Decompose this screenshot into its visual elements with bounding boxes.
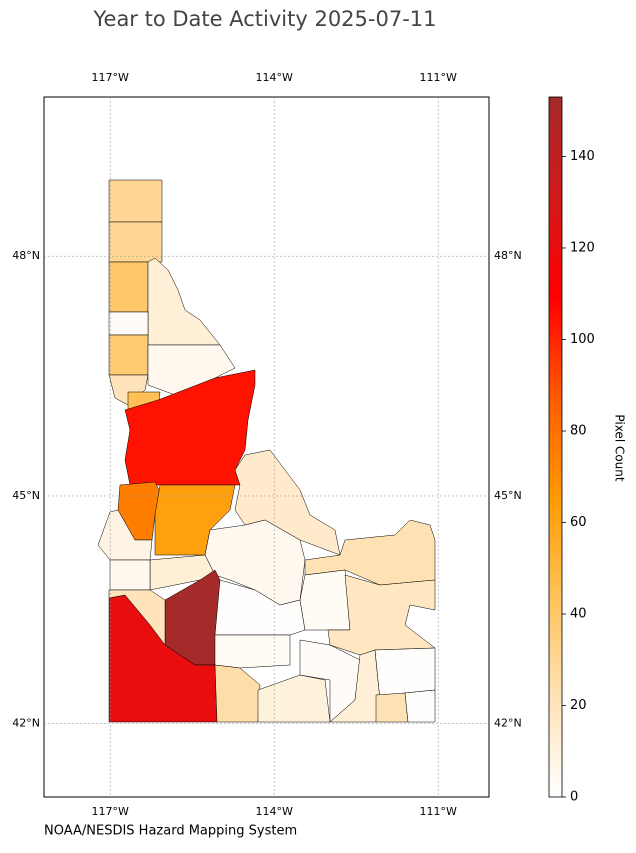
colorbar-tick-label: 140 bbox=[570, 149, 595, 164]
region bbox=[375, 692, 409, 723]
colorbar-label: Pixel Count bbox=[613, 414, 627, 482]
map-title: Year to Date Activity 2025-07-11 bbox=[92, 7, 436, 31]
region bbox=[108, 334, 149, 376]
region bbox=[214, 634, 291, 669]
x-tick-label: 114°W bbox=[255, 805, 292, 818]
x-tick-label: 117°W bbox=[91, 805, 128, 818]
region bbox=[108, 311, 149, 336]
grid bbox=[44, 97, 489, 797]
colorbar-tick-label: 60 bbox=[570, 515, 587, 530]
regions bbox=[97, 179, 436, 723]
x-tick-label: 117°W bbox=[91, 71, 128, 84]
colorbar-tick-label: 120 bbox=[570, 240, 595, 255]
y-tick-label: 42°N bbox=[494, 717, 522, 730]
region bbox=[109, 559, 151, 591]
region bbox=[204, 519, 306, 606]
colorbar-tick-label: 40 bbox=[570, 606, 587, 621]
colorbar-tick-label: 100 bbox=[570, 332, 595, 347]
region bbox=[108, 589, 166, 646]
x-tick-label: 114°W bbox=[255, 71, 292, 84]
x-tick-label: 111°W bbox=[419, 71, 456, 84]
colorbar-tick-label: 20 bbox=[570, 698, 587, 713]
y-tick-label: 45°N bbox=[494, 489, 522, 502]
region bbox=[108, 179, 163, 223]
colorbar-tick-label: 80 bbox=[570, 423, 587, 438]
colorbar bbox=[548, 96, 563, 798]
colorbar-tick-label: 0 bbox=[570, 790, 578, 805]
region bbox=[108, 261, 149, 313]
region bbox=[299, 569, 351, 631]
y-tick-label: 48°N bbox=[494, 249, 522, 262]
y-tick-label: 42°N bbox=[12, 717, 40, 730]
region bbox=[124, 369, 256, 486]
region bbox=[404, 689, 436, 723]
region bbox=[97, 509, 153, 561]
y-tick-label: 45°N bbox=[12, 489, 40, 502]
source-credit: NOAA/NESDIS Hazard Mapping System bbox=[44, 824, 297, 839]
x-tick-label: 111°W bbox=[419, 805, 456, 818]
region bbox=[257, 674, 331, 723]
y-tick-label: 48°N bbox=[12, 249, 40, 262]
